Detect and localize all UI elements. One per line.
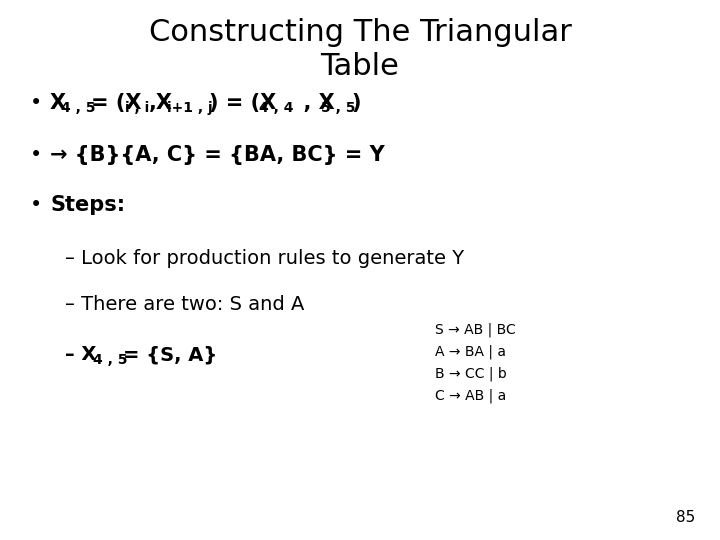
- Text: A → BA | a: A → BA | a: [435, 345, 506, 359]
- Text: = (X: = (X: [91, 93, 142, 113]
- Text: – X: – X: [65, 346, 96, 365]
- Text: C → AB | a: C → AB | a: [435, 389, 506, 403]
- Text: Table: Table: [320, 52, 400, 81]
- Text: – There are two: S and A: – There are two: S and A: [65, 295, 305, 314]
- Text: S → AB | BC: S → AB | BC: [435, 323, 516, 338]
- Text: i+1 , j: i+1 , j: [167, 101, 212, 115]
- Text: 4 , 5: 4 , 5: [93, 353, 127, 367]
- Text: i , i: i , i: [125, 101, 149, 115]
- Text: 85: 85: [676, 510, 695, 525]
- Text: ): ): [351, 93, 361, 113]
- Text: 4 , 5: 4 , 5: [61, 101, 96, 115]
- Text: •: •: [30, 195, 42, 215]
- Text: – Look for production rules to generate Y: – Look for production rules to generate …: [65, 248, 464, 267]
- Text: = {S, A}: = {S, A}: [123, 346, 217, 365]
- Text: ,X: ,X: [149, 93, 173, 113]
- Text: •: •: [30, 145, 42, 165]
- Text: 4 , 4: 4 , 4: [259, 101, 294, 115]
- Text: B → CC | b: B → CC | b: [435, 367, 507, 381]
- Text: , X: , X: [289, 93, 335, 113]
- Text: •: •: [30, 93, 42, 113]
- Text: 5 , 5: 5 , 5: [321, 101, 356, 115]
- Text: X: X: [50, 93, 66, 113]
- Text: Steps:: Steps:: [50, 195, 125, 215]
- Text: Constructing The Triangular: Constructing The Triangular: [148, 18, 572, 47]
- Text: → {B}{A, C} = {BA, BC} = Y: → {B}{A, C} = {BA, BC} = Y: [50, 145, 384, 165]
- Text: ) = (X: ) = (X: [209, 93, 276, 113]
